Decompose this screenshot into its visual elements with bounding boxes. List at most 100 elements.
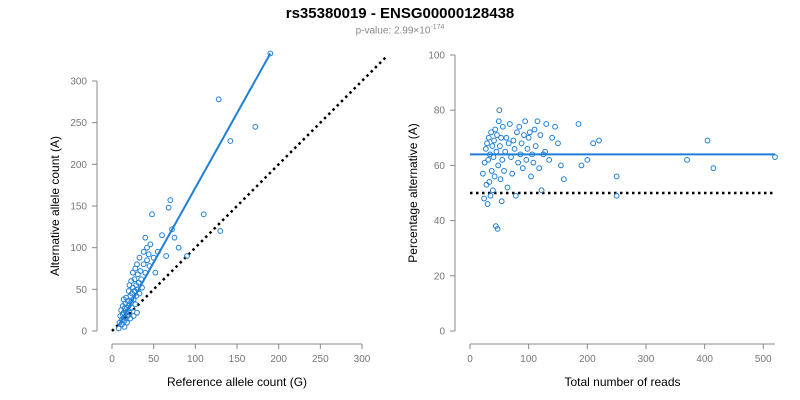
left-data-point <box>125 303 132 309</box>
left-data-point <box>163 253 170 259</box>
left-data-point <box>131 276 138 283</box>
right-y-axis-label: Percentage alternative (A) <box>406 123 420 262</box>
right-data-point <box>558 162 564 169</box>
left-data-point <box>149 211 155 218</box>
left-data-point <box>129 304 135 311</box>
right-data-point <box>485 134 492 141</box>
right-data-point <box>518 140 525 147</box>
right-y-tick-label: 60 <box>434 161 446 172</box>
left-data-point <box>136 254 143 261</box>
left-reference-line <box>111 55 388 332</box>
right-data-point <box>491 137 497 144</box>
left-data-point <box>134 261 140 268</box>
left-x-tick-label: 0 <box>109 354 115 365</box>
left-data-point <box>134 271 141 278</box>
left-data-point <box>139 284 145 291</box>
right-data-point <box>494 132 500 138</box>
right-x-tick-label: 500 <box>755 354 772 365</box>
right-data-point <box>503 134 510 141</box>
right-x-tick-label: 300 <box>638 354 655 365</box>
left-x-tick-label: 300 <box>354 354 371 365</box>
right-data-point <box>501 168 507 174</box>
right-data-point <box>499 123 506 130</box>
right-data-point <box>546 156 553 163</box>
right-data-point <box>493 148 500 155</box>
right-x-axis: 0 100 200 300 400 500 <box>467 343 775 365</box>
right-data-point <box>481 195 487 202</box>
right-data-point <box>536 165 543 172</box>
right-data-point <box>532 143 539 149</box>
right-data-points <box>480 107 778 232</box>
right-data-point <box>521 132 527 138</box>
right-data-point <box>529 151 536 158</box>
pvalue-times: × <box>413 25 420 37</box>
left-y-tick-label: 300 <box>70 77 87 88</box>
right-data-point <box>549 134 556 141</box>
left-data-point <box>121 323 128 330</box>
right-data-point <box>575 121 582 127</box>
right-data-point <box>613 173 620 180</box>
right-data-point <box>542 148 548 155</box>
left-x-tick-label: 150 <box>229 354 246 365</box>
right-data-point <box>489 143 496 149</box>
left-y-tick-label: 150 <box>70 202 87 213</box>
left-data-point <box>146 263 153 269</box>
left-data-point <box>131 288 138 294</box>
right-data-point <box>578 162 585 169</box>
left-data-point <box>126 309 133 316</box>
right-data-point <box>485 156 492 163</box>
right-data-point <box>555 140 561 147</box>
left-data-point <box>125 288 132 294</box>
right-data-point <box>515 159 521 166</box>
right-data-point <box>534 118 541 125</box>
left-data-point <box>124 319 130 326</box>
left-data-point <box>120 309 127 316</box>
left-data-point <box>184 253 190 259</box>
right-x-axis-label: Total number of reads <box>564 375 680 389</box>
left-data-point <box>252 123 259 130</box>
left-data-point <box>140 261 147 268</box>
right-data-point <box>498 134 504 141</box>
left-data-point <box>165 204 172 211</box>
left-data-point <box>130 313 137 319</box>
left-data-point <box>137 268 144 274</box>
left-data-point <box>128 278 135 284</box>
pvalue-subtitle: p-value: 2.99×10-174 <box>0 24 800 36</box>
right-data-point <box>489 187 496 194</box>
left-x-axis-label: Reference allele count (G) <box>167 375 307 389</box>
left-data-point <box>138 276 145 283</box>
right-data-point <box>499 156 506 163</box>
left-data-point <box>215 96 222 103</box>
left-data-point <box>150 254 157 261</box>
right-data-point <box>530 159 537 166</box>
left-data-point <box>132 301 139 308</box>
left-data-point <box>152 269 159 276</box>
right-data-point <box>506 121 513 127</box>
left-data-point <box>142 234 149 241</box>
right-data-point <box>584 156 591 163</box>
right-data-point <box>487 192 494 199</box>
right-data-point <box>509 170 516 177</box>
left-data-point <box>144 257 150 264</box>
right-data-point <box>516 123 523 130</box>
left-data-point <box>154 248 161 255</box>
right-data-point <box>483 181 490 188</box>
left-x-axis: 0 50 100 150 200 250 300 <box>109 343 371 365</box>
right-data-point <box>710 165 717 172</box>
right-data-point <box>613 192 620 199</box>
right-y-tick-label: 80 <box>434 106 446 117</box>
allele-count-scatter-plot: 0 50 100 150 200 250 300 Reference allele count… <box>48 50 388 389</box>
right-data-point <box>488 168 495 174</box>
right-data-point <box>497 143 503 149</box>
left-data-point <box>115 325 122 332</box>
percentage-alternative-scatter-plot: 0 100 200 300 400 500 Total number of reads 0 20… <box>406 51 778 389</box>
right-data-point <box>481 159 488 166</box>
right-y-tick-label: 40 <box>434 216 446 227</box>
left-y-axis-label: Alternative allele count (A) <box>48 136 62 276</box>
right-x-tick-label: 100 <box>520 354 537 365</box>
left-data-point <box>200 211 207 218</box>
right-data-point <box>538 187 545 194</box>
right-data-point <box>560 176 567 183</box>
right-y-tick-label: 20 <box>434 271 446 282</box>
